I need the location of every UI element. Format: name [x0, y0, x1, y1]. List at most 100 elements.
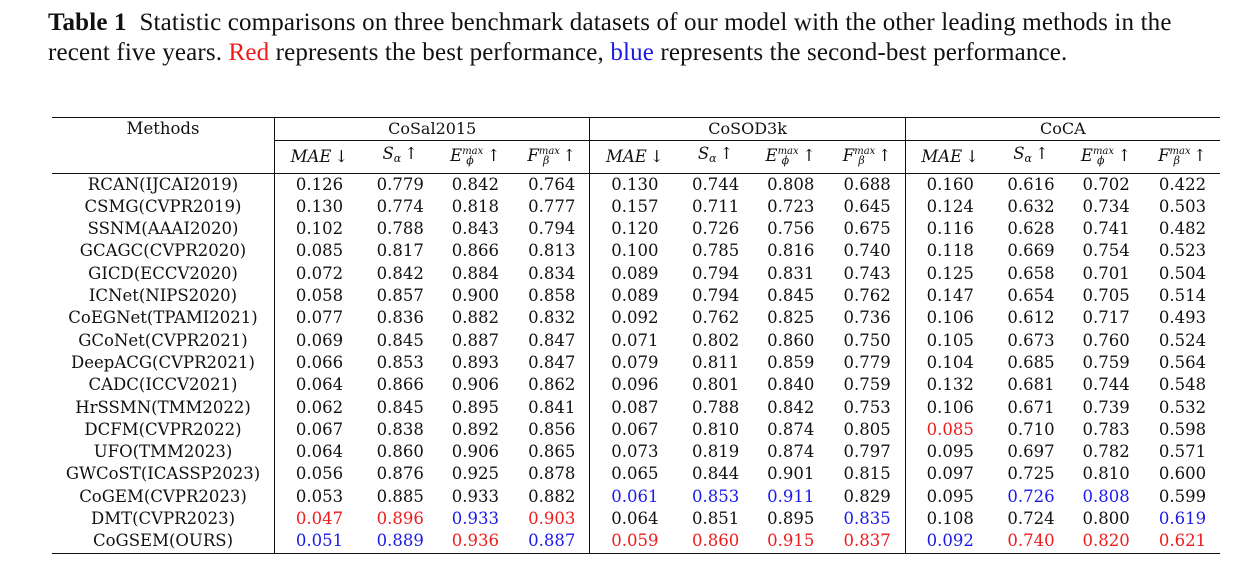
metric-value: 0.645 [829, 195, 906, 219]
metric-symbol: Sα [382, 144, 402, 166]
metric-value: 0.802 [692, 330, 740, 350]
metric-value: 0.915 [751, 530, 830, 554]
metric-symbol: Emaxϕ [450, 146, 484, 168]
metric-value: 0.739 [1082, 397, 1130, 417]
metric-value: 0.701 [1082, 263, 1130, 283]
metric-value: 0.064 [295, 442, 344, 462]
table-row: CADC(ICCV2021) 0.064 0.866 0.906 0.862 0.096 0… [52, 374, 1220, 397]
metric-value: 0.628 [1007, 219, 1055, 239]
metric-value: 0.658 [1007, 263, 1055, 283]
metric-value: 0.858 [514, 285, 591, 308]
dataset-header: CoCA [905, 117, 1220, 142]
metric-value: 0.777 [514, 195, 591, 219]
metric-value: 0.095 [926, 442, 974, 462]
metric-value: 0.734 [1082, 196, 1130, 216]
metric-symbol: Emaxϕ [1080, 146, 1115, 168]
table-caption: Table 1 Statistic comparisons on three b… [48, 8, 1208, 68]
metric-value: 0.564 [1158, 352, 1207, 372]
metric-value: 0.598 [1158, 419, 1207, 439]
metric-value: 0.882 [451, 308, 500, 328]
metric-value: 0.069 [295, 330, 344, 350]
metric-value: 0.805 [829, 418, 906, 442]
metric-value: 0.853 [692, 486, 740, 506]
arrow-up-icon: ↑ [877, 146, 892, 166]
metric-value: 0.482 [1158, 219, 1207, 239]
metric-value: 0.774 [376, 196, 424, 216]
metric-value: 0.053 [295, 486, 344, 506]
metric-value: 0.116 [926, 219, 974, 239]
metric-value: 0.816 [767, 241, 815, 261]
metric-value: 0.124 [926, 196, 974, 216]
metric-value: 0.832 [514, 307, 591, 330]
metric-value: 0.736 [829, 307, 906, 330]
method-name: SSNM(AAAI2020) [52, 218, 275, 241]
metric-value: 0.901 [767, 464, 815, 484]
method-name: RCAN(IJCAI2019) [52, 173, 275, 196]
table-row: HrSSMN(TMM2022) 0.062 0.845 0.895 0.841 0.087… [52, 396, 1220, 419]
metric-value: 0.800 [1082, 509, 1130, 529]
metric-value: 0.893 [451, 352, 500, 372]
metric-value: 0.058 [295, 286, 344, 306]
metric-header: Sα ↑ [994, 140, 1068, 174]
metric-header-row: MAE ↓ Sα ↑ Emaxϕ ↑ Fmaxβ ↑ MAE ↓ Sα ↑ Emaxϕ ↑ Fmaxβ ↑ MA… [52, 140, 1220, 174]
metric-value: 0.619 [1158, 509, 1207, 529]
metric-value: 0.838 [376, 419, 424, 439]
metric-value: 0.762 [692, 308, 740, 328]
metric-value: 0.785 [692, 241, 740, 261]
table-row: CSMG(CVPR2019) 0.130 0.774 0.818 0.777 0.157 0… [52, 195, 1220, 219]
method-name: GCAGC(CVPR2020) [52, 240, 275, 263]
table-row: DMT(CVPR2023) 0.047 0.896 0.933 0.903 0.064 0.… [52, 508, 1220, 531]
method-name: DeepACG(CVPR2021) [52, 351, 275, 375]
metric-value: 0.845 [767, 286, 815, 306]
metric-value: 0.654 [1007, 286, 1055, 306]
metric-value: 0.874 [767, 442, 815, 462]
metric-value: 0.087 [611, 397, 659, 417]
metric-value: 0.065 [611, 464, 659, 484]
metric-value: 0.817 [376, 241, 424, 261]
metric-value: 0.851 [692, 509, 740, 529]
metric-value: 0.064 [295, 375, 344, 395]
metric-value: 0.836 [376, 308, 424, 328]
metric-value: 0.092 [905, 530, 995, 554]
table-row: DeepACG(CVPR2021) 0.066 0.853 0.893 0.847 0.0… [52, 351, 1220, 375]
metric-symbol: Fmaxβ [527, 146, 560, 168]
metric-value: 0.794 [692, 263, 740, 283]
metric-value: 0.842 [376, 263, 424, 283]
metric-header: MAE ↓ [274, 140, 364, 174]
metric-symbol: MAE [290, 146, 332, 166]
metric-value: 0.794 [692, 286, 740, 306]
metric-value: 0.808 [1082, 486, 1130, 506]
metric-value: 0.697 [1007, 442, 1055, 462]
metric-value: 0.671 [1007, 397, 1055, 417]
metric-value: 0.847 [514, 329, 591, 352]
table-row: RCAN(IJCAI2019) 0.126 0.779 0.842 0.764 0.130… [52, 173, 1220, 196]
metric-value: 0.853 [376, 352, 424, 372]
metric-value: 0.073 [611, 442, 659, 462]
metric-value: 0.779 [829, 351, 906, 375]
metric-value: 0.831 [767, 263, 815, 283]
table-row: GCAGC(CVPR2020) 0.085 0.817 0.866 0.813 0.100… [52, 240, 1220, 263]
method-name: CADC(ICCV2021) [52, 374, 275, 397]
metric-value: 0.504 [1158, 263, 1207, 283]
metric-value: 0.130 [611, 174, 659, 194]
metric-value: 0.759 [829, 374, 906, 397]
metric-value: 0.753 [829, 396, 906, 419]
method-name: CoEGNet(TPAMI2021) [52, 307, 275, 330]
metric-value: 0.125 [926, 263, 974, 283]
metric-value: 0.157 [611, 196, 659, 216]
table-row: SSNM(AAAI2020) 0.102 0.788 0.843 0.794 0.120 0… [52, 218, 1220, 241]
metric-value: 0.885 [376, 486, 424, 506]
arrow-down-icon: ↓ [334, 146, 349, 166]
metric-value: 0.808 [767, 174, 815, 194]
metric-value: 0.788 [376, 219, 424, 239]
metric-header: Emaxϕ ↑ [751, 140, 830, 174]
metric-value: 0.741 [1082, 219, 1130, 239]
metric-value: 0.829 [829, 485, 906, 509]
metric-value: 0.754 [1082, 241, 1130, 261]
metric-symbol: Sα [697, 144, 717, 166]
metric-value: 0.705 [1082, 286, 1130, 306]
metric-header: MAE ↓ [589, 140, 680, 174]
table-body: RCAN(IJCAI2019) 0.126 0.779 0.842 0.764 0.130… [52, 173, 1220, 554]
metric-value: 0.095 [926, 486, 974, 506]
metric-value: 0.842 [451, 174, 500, 194]
